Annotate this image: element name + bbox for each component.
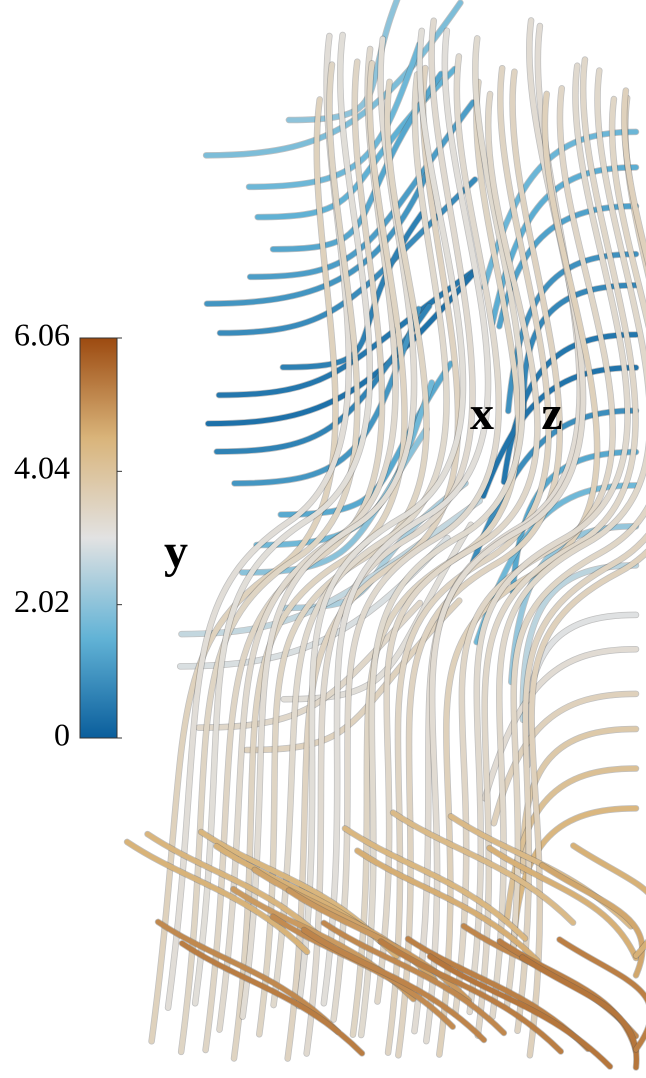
streamline	[374, 91, 540, 1005]
streamline	[192, 32, 373, 1006]
streamline	[523, 612, 639, 769]
streamline	[358, 35, 525, 1038]
streamline	[256, 79, 430, 1037]
streamline-edge	[523, 611, 640, 769]
streamline	[280, 211, 425, 370]
streamline	[331, 54, 502, 1023]
streamline	[155, 919, 341, 1035]
streamline	[501, 332, 639, 485]
streamline	[378, 938, 564, 1054]
streamline	[467, 63, 631, 1015]
streamline	[285, 65, 461, 1061]
streamline	[179, 940, 365, 1056]
streamline	[470, 408, 639, 564]
streamline	[486, 845, 639, 961]
streamline	[515, 95, 646, 1034]
streamline	[145, 831, 331, 947]
streamline	[504, 96, 646, 1010]
streamline	[489, 164, 639, 326]
streamline	[490, 68, 646, 1020]
streamline	[304, 18, 476, 1057]
streamline	[203, 0, 463, 158]
streamline	[301, 927, 487, 1043]
streamline	[178, 62, 360, 1055]
streamline	[475, 57, 638, 1039]
colorbar-tick-label: 0	[54, 716, 70, 752]
streamline	[390, 810, 576, 926]
streamline	[570, 843, 646, 959]
axis-label-z: z	[541, 387, 562, 440]
streamline	[395, 69, 563, 1058]
streamline	[527, 88, 646, 1058]
streamline	[286, 888, 472, 1004]
streamline	[482, 646, 639, 801]
streamline	[321, 28, 491, 1006]
streamline	[321, 920, 507, 1036]
streamlines	[123, 0, 646, 1071]
colorbar-tick-label: 4.04	[14, 450, 70, 486]
streamline	[231, 60, 408, 1061]
axis-label-x: x	[470, 387, 494, 440]
streamline	[557, 937, 646, 1053]
axis-label-y: y	[164, 525, 188, 578]
streamline	[427, 954, 613, 1070]
streamline	[452, 85, 616, 1017]
streamline	[203, 59, 385, 1053]
colorbar-tick-label: 6.06	[14, 316, 70, 352]
streamline	[354, 848, 540, 964]
streamline	[342, 825, 528, 941]
streamline	[124, 839, 310, 955]
streamline	[296, 28, 466, 1009]
streamline	[539, 862, 645, 978]
colorbar-tick-label: 2.02	[14, 583, 70, 619]
streamline	[246, 41, 422, 190]
streamline	[271, 71, 450, 1008]
colorbar	[79, 337, 118, 739]
